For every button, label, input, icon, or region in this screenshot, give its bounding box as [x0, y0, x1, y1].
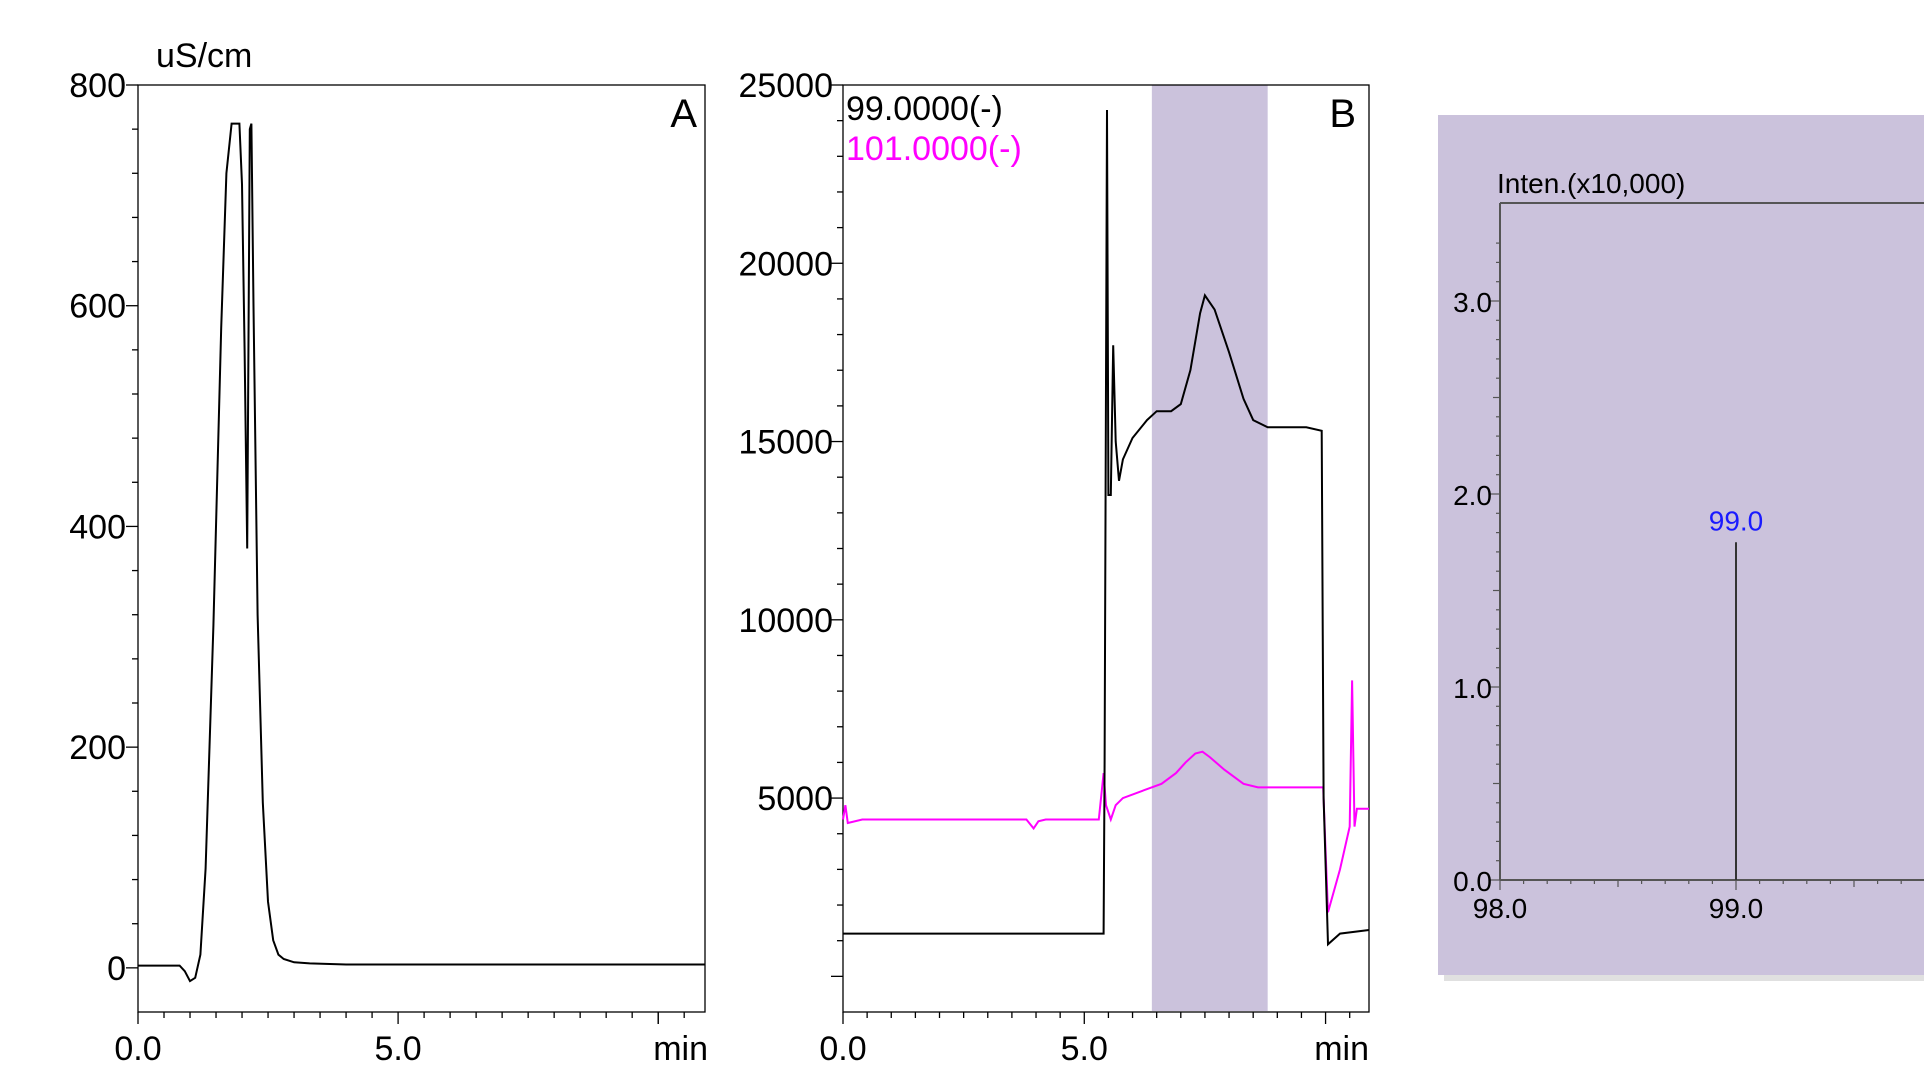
peak-label: 99.0	[1709, 505, 1764, 536]
y-tick-label-b: 5000	[757, 780, 833, 818]
panel-label-a: A	[670, 92, 697, 136]
y-tick-label-b: 15000	[738, 424, 833, 462]
x-tick-label-spectrum: 98.0	[1473, 893, 1528, 924]
series-line-a	[138, 124, 705, 982]
plot-frame-a	[138, 85, 705, 1012]
x-tick-label-b: 0.0	[819, 1030, 866, 1065]
y-tick-label-a: 600	[69, 288, 126, 326]
x-tick-label-a: 5.0	[374, 1030, 421, 1065]
x-axis-unit-label-a: min	[653, 1030, 708, 1065]
y-tick-label-a: 0	[107, 950, 126, 988]
y-tick-label-a: 200	[69, 729, 126, 767]
y-tick-label-spectrum: 2.0	[1453, 480, 1492, 511]
y-tick-label-spectrum: 3.0	[1453, 287, 1492, 318]
y-tick-label-a: 800	[69, 67, 126, 105]
y-tick-label-a: 400	[69, 508, 126, 546]
spectrum-y-axis-label: Inten.(x10,000)	[1497, 168, 1685, 199]
panel-b: B min 99.0000(-) 101.0000(-) 5000 10000 15…	[738, 67, 1369, 1065]
x-tick-label-a: 0.0	[114, 1030, 161, 1065]
y-tick-label-b: 25000	[738, 67, 833, 105]
series-line-101	[843, 680, 1369, 912]
panel-mass-spectrum: Inten.(x10,000) 0.01.02.03.098.099.0100.…	[1438, 115, 1924, 981]
y-axis-unit-label-a: uS/cm	[156, 37, 252, 75]
x-axis-unit-label-b: min	[1314, 1030, 1369, 1065]
legend-entry-99: 99.0000(-)	[846, 90, 1003, 128]
y-tick-label-b: 20000	[738, 245, 833, 283]
x-tick-label-spectrum: 99.0	[1709, 893, 1764, 924]
highlight-band	[1152, 85, 1268, 1011]
panel-label-b: B	[1329, 92, 1356, 136]
x-tick-label-b: 5.0	[1061, 1030, 1108, 1065]
panel-a: uS/cm A min 0 200 400 600 800 0.0 5.0	[69, 37, 708, 1065]
legend-entry-101: 101.0000(-)	[846, 130, 1022, 168]
y-tick-label-spectrum: 1.0	[1453, 673, 1492, 704]
spectrum-background	[1438, 115, 1924, 975]
y-tick-label-b: 10000	[738, 602, 833, 640]
